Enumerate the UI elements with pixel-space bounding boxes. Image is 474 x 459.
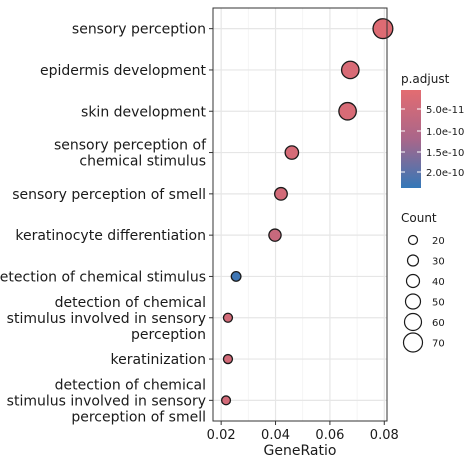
color-legend-label: 1.5e-10 xyxy=(426,148,464,159)
term-point xyxy=(372,18,394,40)
panel-border xyxy=(212,7,388,422)
x-tick-label: 0.08 xyxy=(370,428,399,443)
size-legend-circle xyxy=(406,254,420,267)
color-legend-label: 2.0e-10 xyxy=(426,168,464,179)
plot-panel xyxy=(212,7,394,422)
term-labels: sensory perception epidermis development s… xyxy=(0,22,213,425)
term-label: sensory perception of chemical stimulus xyxy=(54,138,207,170)
term-point xyxy=(268,228,282,242)
term-point xyxy=(340,60,360,80)
x-axis-title: GeneRatio xyxy=(264,443,337,459)
term-label: detection of chemical stimulus involved i… xyxy=(7,377,206,425)
term-label: sensory perception of smell xyxy=(12,187,206,203)
size-legend-label: 30 xyxy=(432,257,445,268)
panel-frame xyxy=(212,7,388,422)
term-label: keratinocyte differentiation xyxy=(15,228,206,244)
size-legend-circle xyxy=(405,273,421,289)
size-legend-label: 50 xyxy=(432,298,445,309)
color-legend-label: 1.0e-10 xyxy=(426,127,464,138)
x-tick-label: 0.06 xyxy=(315,428,344,443)
term-label: skin development xyxy=(81,104,206,120)
size-legend-title: Count xyxy=(401,211,437,225)
x-tick-label: 0.04 xyxy=(261,428,290,443)
term-label: epidermis development xyxy=(40,63,207,79)
term-point xyxy=(230,271,242,282)
term-label: keratinization xyxy=(111,352,206,368)
size-legend-circle xyxy=(403,312,423,332)
term-point xyxy=(274,186,288,201)
size-legend-circle xyxy=(404,293,422,310)
color-legend: p.adjust 5.0e-11 1.0e-10 1.5e-10 2.0e-10 xyxy=(401,72,464,188)
x-axis: 0.02 0.04 0.06 0.08 xyxy=(207,421,399,443)
size-legend-circle xyxy=(402,332,424,353)
term-point xyxy=(338,101,357,121)
size-legend: Count 20 30 40 50 60 70 xyxy=(401,211,445,353)
term-point xyxy=(284,145,300,160)
term-point xyxy=(221,395,232,406)
size-legend-label: 70 xyxy=(432,339,445,350)
x-tick-label: 0.02 xyxy=(207,428,236,443)
size-legend-label: 60 xyxy=(432,318,445,329)
color-legend-title: p.adjust xyxy=(401,72,450,86)
size-legend-label: 40 xyxy=(432,277,445,288)
term-label: detection of chemical stimulus xyxy=(0,269,206,285)
term-label: sensory perception xyxy=(72,22,206,38)
term-point xyxy=(222,312,234,323)
size-legend-label: 20 xyxy=(432,236,445,247)
color-legend-bar xyxy=(401,90,421,188)
term-point xyxy=(222,353,234,365)
term-label: detection of chemical stimulus involved i… xyxy=(7,295,206,343)
size-legend-circle xyxy=(407,234,419,246)
color-legend-label: 5.0e-11 xyxy=(426,105,464,116)
